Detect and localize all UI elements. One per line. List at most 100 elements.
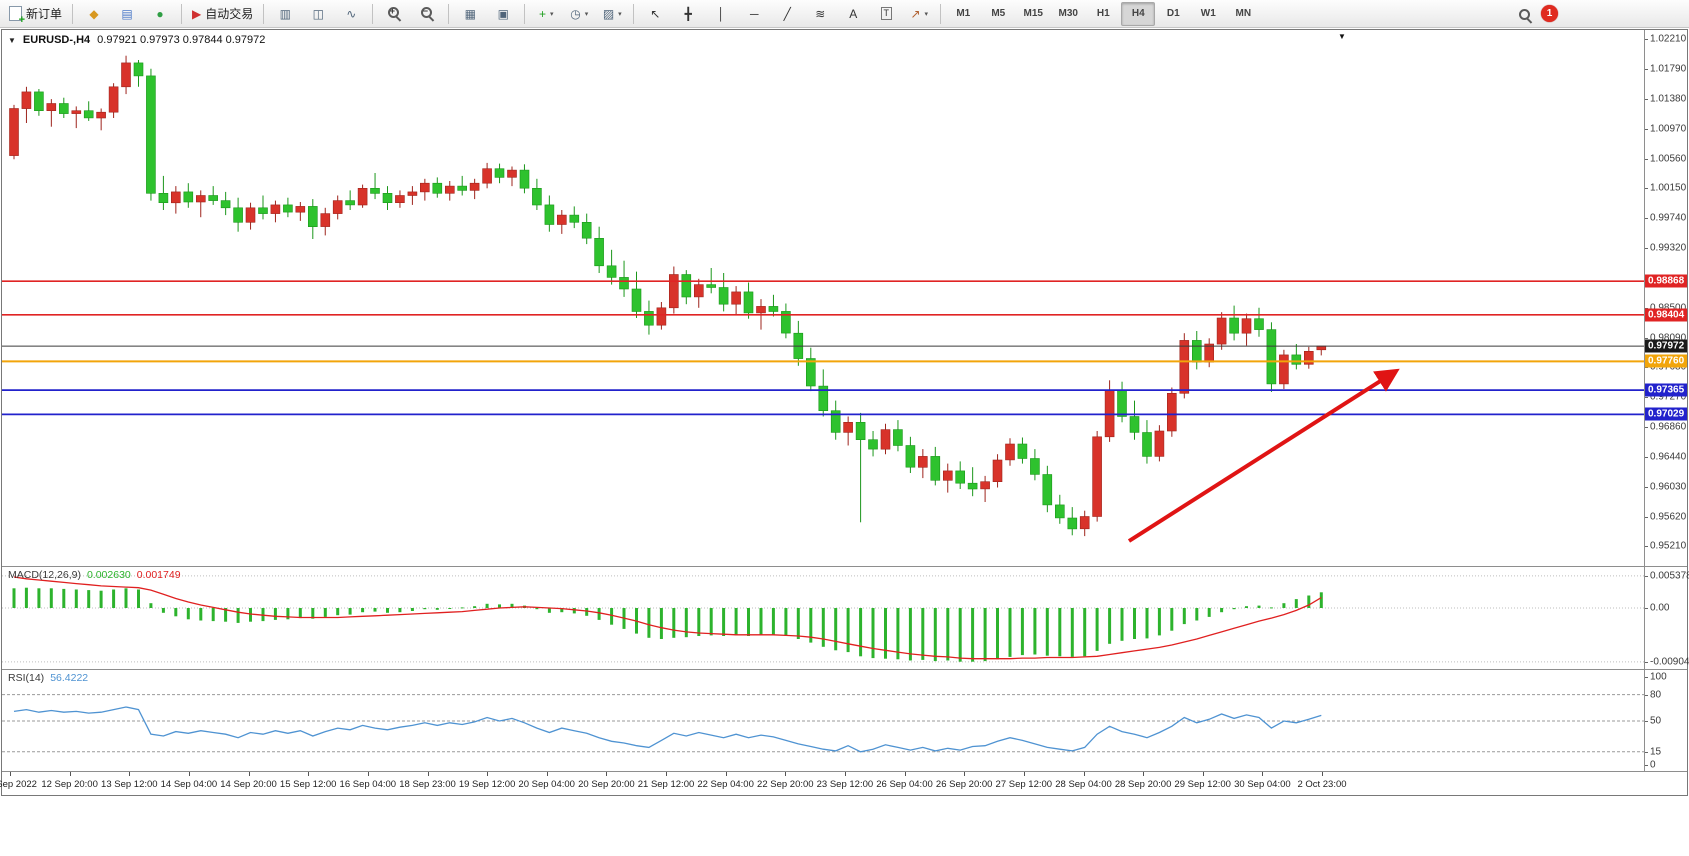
price-label: 1.02210 [1650,33,1687,45]
price-label: 1.00150 [1650,182,1687,194]
price-label: 0.99740 [1650,212,1687,224]
search-icon [1518,8,1533,23]
macd-scale-label: 0.005378 [1650,570,1689,582]
toolbar: 新订单◆▤●▶自动交易▥◫∿+−▦▣+▾◷▾▨▾↖╋│─╱≋AT↗▾M1M5M1… [0,0,1689,28]
toolbar-separator [372,3,374,24]
indicators-icon: + [539,6,547,21]
macd-label: MACD(12,26,9) 0.002630 0.001749 [8,569,181,581]
bid-price-tag: 0.97972 [1645,339,1688,353]
text-button[interactable]: A [837,2,869,26]
panel-divider[interactable] [2,566,1687,567]
time-label: 23 Sep 12:00 [816,779,874,790]
price-label: 0.97270 [1650,391,1687,403]
macd-signal-line [13,576,1322,660]
zoom-in-button[interactable]: + [378,2,410,26]
cascade-windows-button[interactable]: ▣ [487,2,519,26]
line-chart-icon: ∿ [346,6,357,21]
one-click-trading-icon[interactable]: ▼ [8,35,16,45]
timeframe-mn-button[interactable]: MN [1235,8,1252,19]
time-label: 28 Sep 20:00 [1114,779,1172,790]
main-chart-canvas[interactable] [2,30,1644,566]
chart-end-marker-icon[interactable]: ▼ [1338,32,1346,41]
price-label: 0.98090 [1650,332,1687,343]
time-label: 29 Sep 12:00 [1174,779,1231,790]
chevron-down-icon: ▾ [618,10,622,18]
horizontal-line-button[interactable]: ─ [738,2,770,26]
market-watch-button[interactable]: ◆ [78,2,110,26]
vertical-line-button[interactable]: │ [705,2,737,26]
indicators-button[interactable]: + ▾ [530,2,562,26]
rsi-panel-canvas[interactable] [2,670,1644,771]
toolbar-separator [524,3,526,24]
timeframe-w1-button[interactable]: W1 [1200,8,1216,19]
rsi-label: RSI(14) 56.4222 [8,672,88,684]
bar-chart-button[interactable]: ▥ [269,2,301,26]
panel-divider[interactable] [2,669,1687,670]
new-order-icon [9,6,25,26]
text-icon: A [849,6,858,21]
fibonacci-button[interactable]: ≋ [804,2,836,26]
auto-trading-button[interactable]: ▶ 自动交易 [187,2,258,26]
zoom-out-button[interactable]: − [411,2,443,26]
data-window-icon: ▤ [121,6,133,21]
time-label: 18 Sep 23:00 [399,779,456,790]
periods-icon: ◷ [570,6,581,21]
candlestick-chart-button[interactable]: ◫ [302,2,334,26]
new-order-button[interactable]: 新订单 [4,2,67,26]
timeframe-h1-button[interactable]: H1 [1096,8,1110,19]
price-label: 0.99320 [1650,242,1687,254]
rsi-scale-label: 0 [1650,759,1656,771]
data-window-button[interactable]: ▤ [111,2,143,26]
macd-panel-canvas[interactable] [2,567,1644,669]
macd-main-value: 0.002630 [86,569,131,581]
macd-signal-value: 0.001749 [136,569,181,581]
time-label: 12 Sep 2022 [0,779,37,790]
navigator-button[interactable]: ● [144,2,176,26]
time-label: 28 Sep 04:00 [1055,779,1112,790]
price-tag: 0.98868 [1645,274,1688,288]
rsi-scale-label: 100 [1650,671,1667,683]
zoom-out-icon: − [420,6,435,21]
timeframe-m1-button[interactable]: M1 [956,8,971,19]
price-tag: 0.98404 [1645,308,1688,322]
timeframe-m15-button[interactable]: M15 [1023,8,1043,19]
price-label: 0.98500 [1650,302,1686,313]
zoom-out-sign: − [422,6,429,16]
templates-button[interactable]: ▨ ▾ [596,2,628,26]
cursor-button[interactable]: ↖ [639,2,671,26]
trendline-button[interactable]: ╱ [771,2,803,26]
toolbar-separator [181,3,183,24]
cascade-windows-icon: ▣ [497,6,509,21]
toolbar-separator [448,3,450,24]
time-label: 13 Sep 12:00 [101,779,158,790]
market-watch-icon: ◆ [89,6,99,21]
arrows-button[interactable]: ↗ ▾ [903,2,935,26]
time-label: 2 Oct 23:00 [1297,779,1347,790]
price-scale[interactable]: 1.02210 1.01790 1.01380 1.00970 1.00560 1.001… [1645,30,1689,771]
timeframe-m30-button[interactable]: M30 [1058,8,1078,19]
notification-badge[interactable]: 1 [1541,5,1558,22]
time-axis-border [2,771,1687,772]
time-label: 27 Sep 12:00 [995,779,1053,790]
rsi-title: RSI(14) [8,672,45,684]
time-label: 15 Sep 12:00 [279,779,337,790]
search-button[interactable] [1514,4,1536,26]
trendline-icon: ╱ [783,6,791,21]
tile-windows-button[interactable]: ▦ [454,2,486,26]
price-tag: 0.97760 [1645,354,1688,368]
vertical-line-icon: │ [717,6,726,21]
timeframe-d1-button[interactable]: D1 [1166,8,1180,19]
toolbar-separator [940,3,942,24]
crosshair-button[interactable]: ╋ [672,2,704,26]
macd-title: MACD(12,26,9) [8,569,81,581]
crosshair-icon: ╋ [684,6,692,21]
timeframe-h4-button[interactable]: H4 [1121,1,1156,26]
line-chart-button[interactable]: ∿ [335,2,367,26]
periods-button[interactable]: ◷ ▾ [563,2,595,26]
trend-arrow[interactable] [1127,368,1400,543]
price-label: 1.01380 [1650,93,1687,105]
text-label-button[interactable]: T [870,2,902,26]
price-label: 0.96030 [1650,481,1687,493]
timeframe-m5-button[interactable]: M5 [991,8,1006,19]
